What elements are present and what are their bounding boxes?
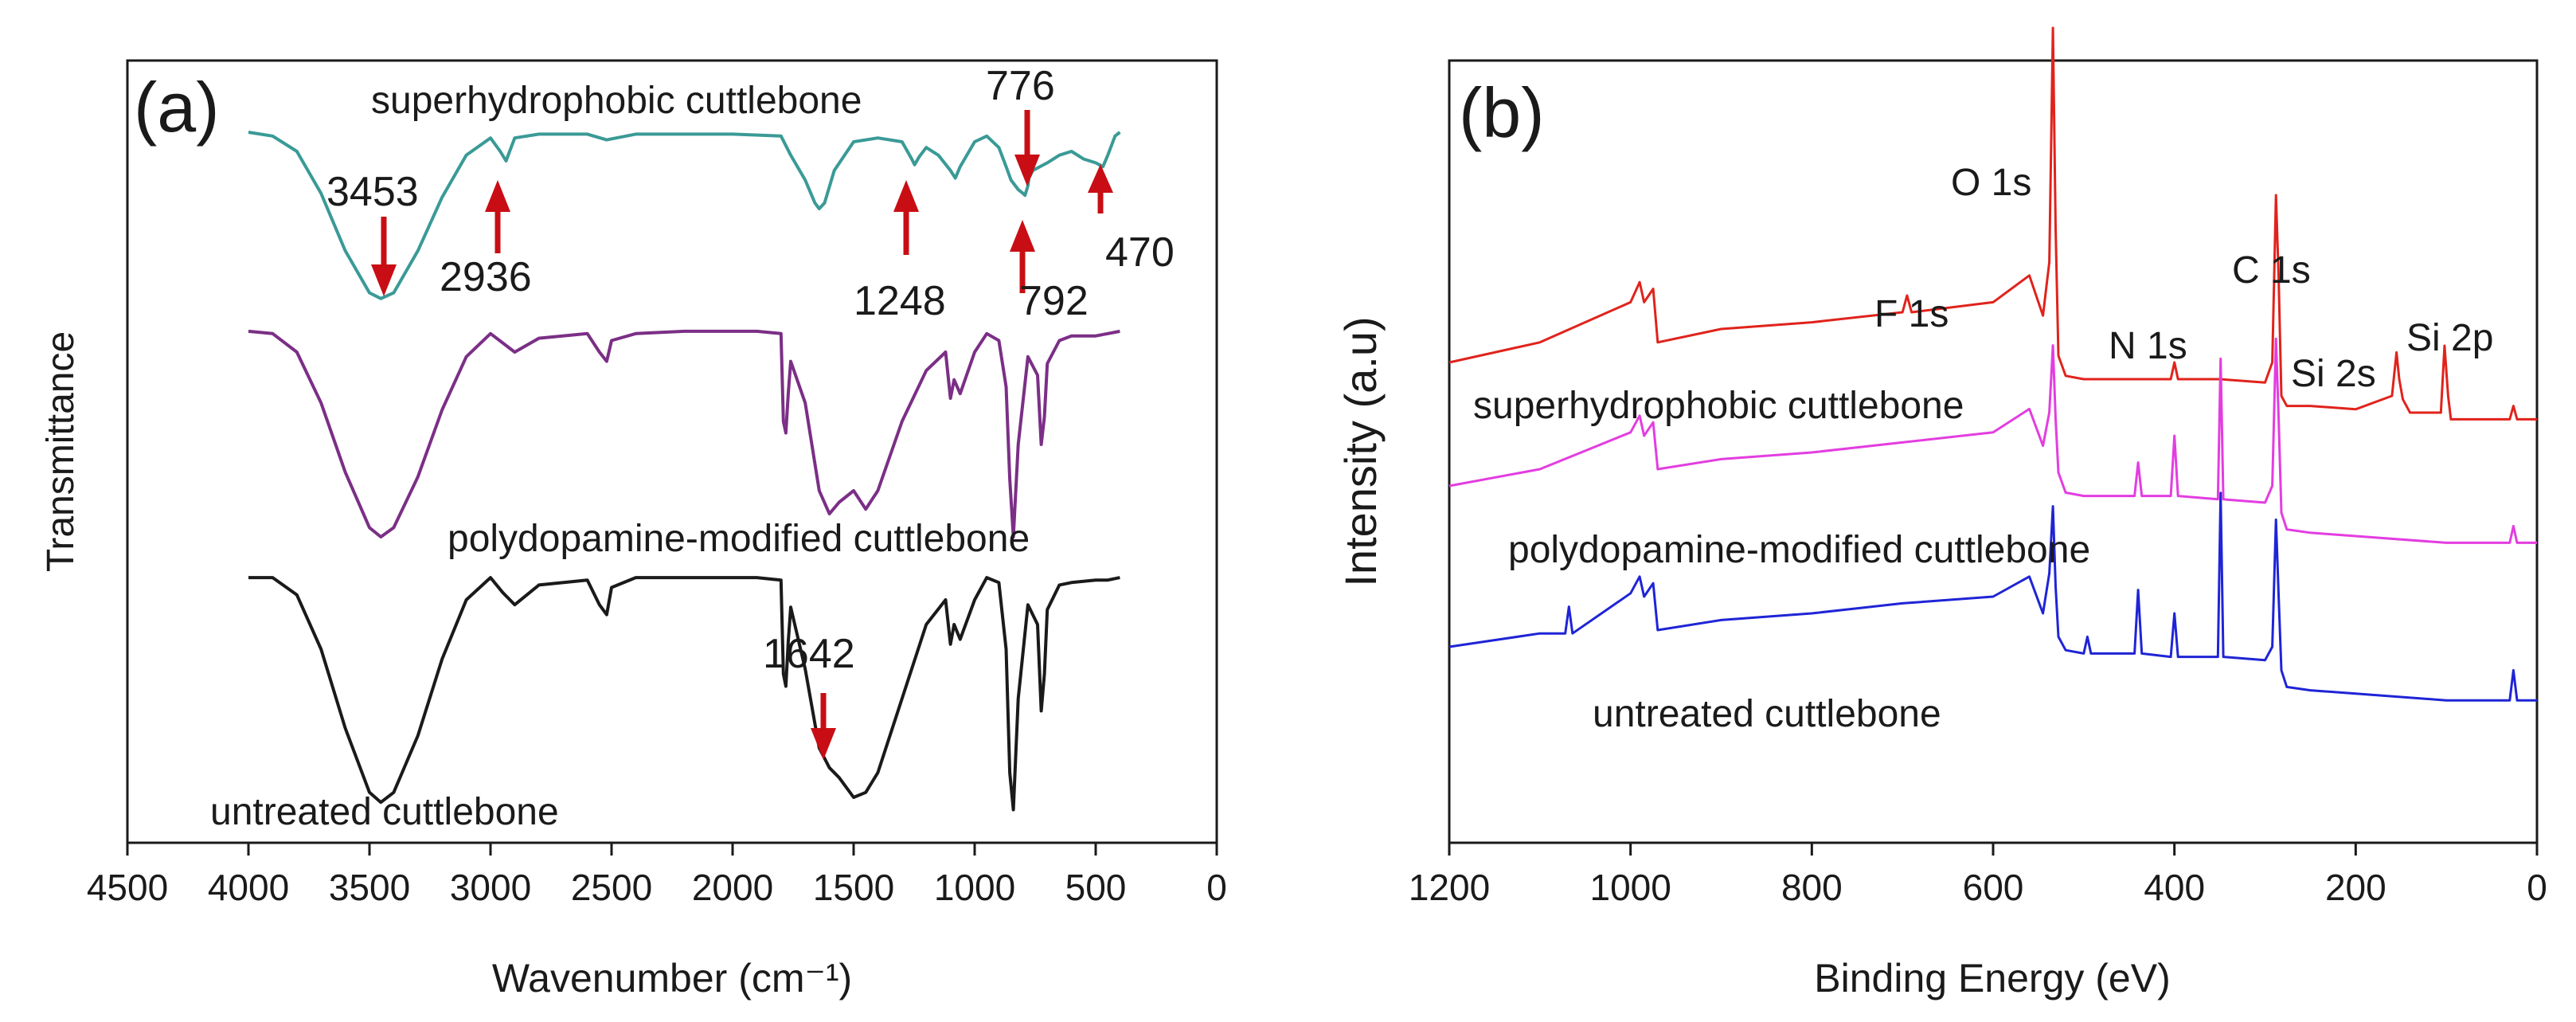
annotation-label-776: 776 [986,63,1055,109]
annotation-arrow-470 [1088,164,1113,213]
annotation-label-792: 792 [1019,278,1089,324]
panel-b-x-ticks: 1200 1000 800 600 400 200 0 [1409,843,2547,908]
panel-b-curve-label-polydopamine: polydopamine-modified cuttlebone [1508,529,2090,571]
annotation-arrow-1642 [811,693,836,760]
a-x-tick-label: 4500 [87,867,168,908]
b-x-tick-label: 1200 [1409,867,1490,908]
panel-a-y-axis-label: Transmittance [40,331,82,572]
b-x-tick-label: 600 [1963,867,2024,908]
panel-b-y-axis-label: Intensity (a.u) [1335,316,1386,586]
panel-a-series-untreated [248,576,1120,812]
annotation-arrow-776 [1014,110,1040,186]
a-x-tick-label: 2000 [692,867,773,908]
panel-a-frame [126,59,1218,844]
a-x-tick-label: 3000 [450,867,531,908]
peak-label-n1s: N 1s [2109,325,2187,367]
panel-b-series-polydopamine [1448,337,2537,544]
panel-a-curve-label-polydopamine: polydopamine-modified cuttlebone [448,518,1030,560]
b-x-tick-label: 0 [2527,867,2547,908]
panel-a-curve-label-untreated: untreated cuttlebone [210,791,559,833]
a-x-tick-label: 3500 [329,867,410,908]
peak-label-f1s: F 1s [1874,293,1949,335]
a-x-tick-label: 2500 [571,867,652,908]
annotation-label-3453: 3453 [326,169,419,215]
panel-b-curve-label-superhydrophobic: superhydrophobic cuttlebone [1473,385,1964,427]
panel-a-annotations [371,110,1113,760]
peak-label-c1s: C 1s [2232,249,2311,292]
panel-a-series-polydopamine [248,329,1120,538]
peak-label-si2s: Si 2s [2291,353,2376,395]
panel-a: (a) Transmittance Wavenumber (cm⁻¹) 4500… [40,59,1227,1000]
a-x-tick-label: 1000 [934,867,1015,908]
annotation-arrow-792 [1010,220,1035,293]
panel-b-series-untreated [1448,491,2537,702]
annotation-arrow-3453 [371,217,397,296]
annotation-label-470: 470 [1105,229,1175,276]
a-x-tick-label: 1500 [813,867,894,908]
a-x-tick-label: 4000 [208,867,289,908]
annotation-arrow-1248 [893,180,919,255]
panel-b: (b) Intensity (a.u) Binding Energy (eV) … [1335,26,2547,1000]
a-x-tick-label: 500 [1065,867,1127,908]
b-x-tick-label: 800 [1781,867,1843,908]
annotation-label-1642: 1642 [763,631,855,677]
peak-label-si2p: Si 2p [2406,317,2493,359]
annotation-label-1248: 1248 [854,278,946,324]
peak-label-o1s: O 1s [1951,162,2031,204]
annotation-label-2936: 2936 [440,254,532,300]
panel-b-series-superhydrophobic [1448,26,2537,421]
a-x-tick-label: 0 [1206,867,1227,908]
panel-b-curve-label-untreated: untreated cuttlebone [1593,693,1941,735]
panel-b-x-axis-label: Binding Energy (eV) [1814,956,2170,1000]
b-x-tick-label: 1000 [1589,867,1671,908]
panel-a-label: (a) [134,68,220,147]
annotation-arrow-2936 [485,180,510,253]
panel-b-label: (b) [1459,73,1545,152]
panel-a-x-axis-label: Wavenumber (cm⁻¹) [492,956,852,1000]
b-x-tick-label: 200 [2325,867,2386,908]
panel-a-curve-label-superhydrophobic: superhydrophobic cuttlebone [371,80,862,122]
b-x-tick-label: 400 [2144,867,2205,908]
panel-a-x-ticks: 4500 4000 3500 3000 2500 2000 1500 1000 500 0 [87,843,1227,908]
